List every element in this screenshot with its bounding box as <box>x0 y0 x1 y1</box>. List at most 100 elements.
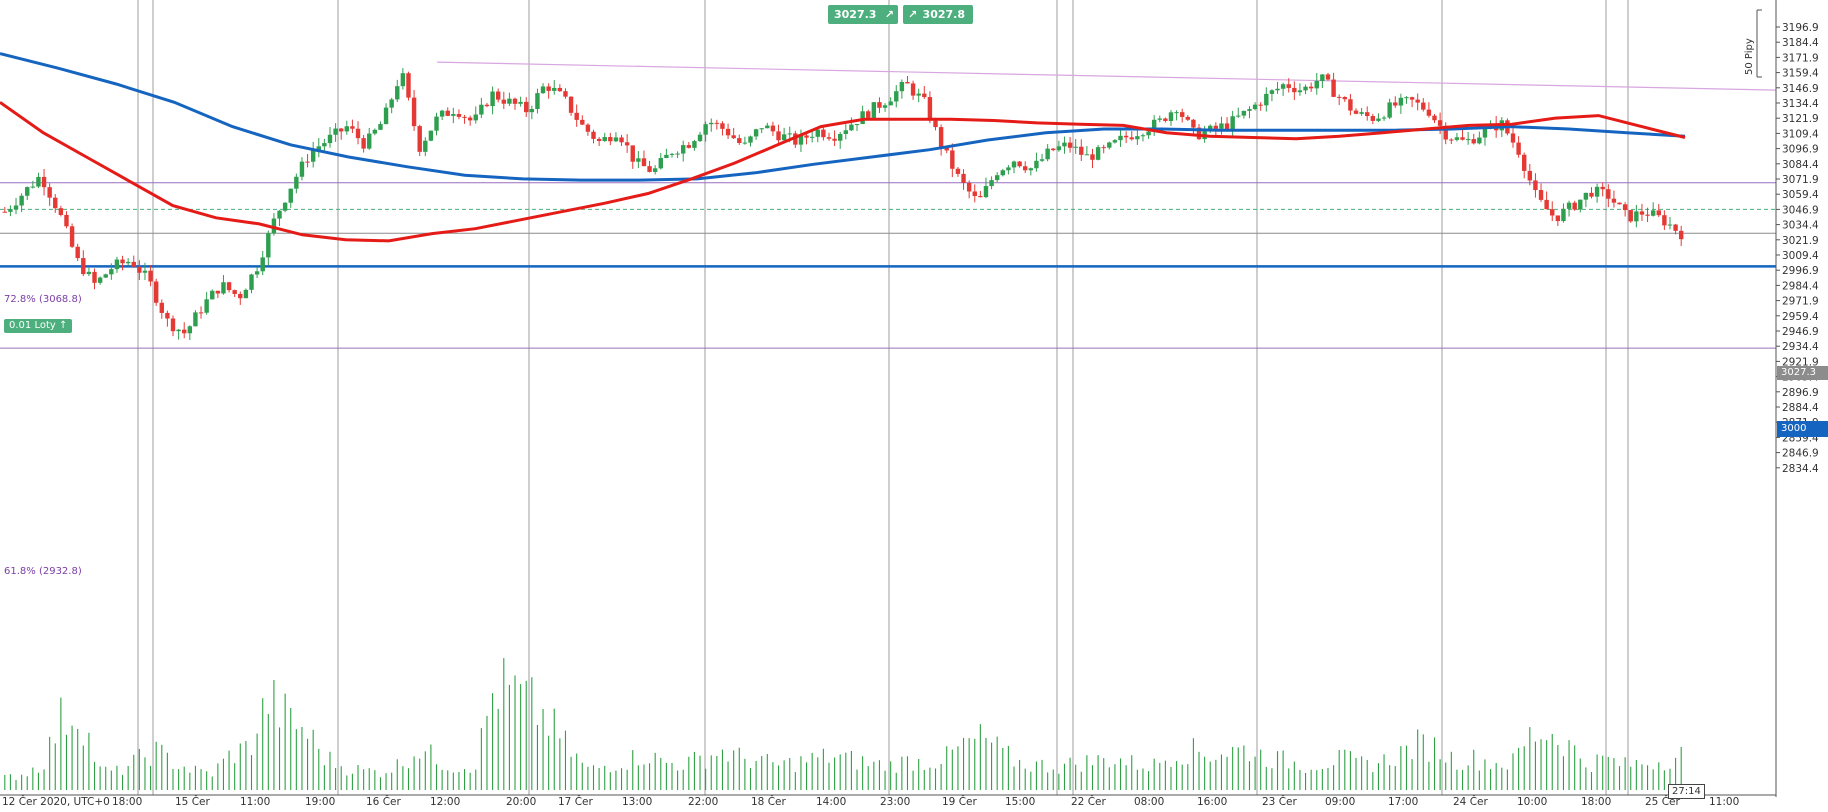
candle <box>1028 167 1034 176</box>
candle-body <box>1079 146 1084 155</box>
candle <box>41 168 47 196</box>
candle <box>215 290 221 299</box>
candle <box>709 118 714 132</box>
candle <box>697 131 703 142</box>
candle <box>1527 163 1533 186</box>
candle <box>793 130 798 148</box>
sell-price-button[interactable]: 3027.3 ↗ <box>828 5 898 24</box>
candle-body <box>1174 112 1179 114</box>
candle-body <box>1006 167 1011 171</box>
candle <box>1454 132 1460 142</box>
candle <box>361 134 366 153</box>
candle-body <box>652 168 658 172</box>
open-position-chip[interactable]: 0.01 Loty ↑ <box>4 319 73 333</box>
candle-body <box>1230 116 1235 130</box>
candle-body <box>1241 110 1247 116</box>
candle-body <box>187 326 193 334</box>
candle-body <box>350 126 355 129</box>
time-tick-label: 18 Čer <box>751 795 786 808</box>
candle <box>972 184 977 203</box>
time-tick-label: 16 Čer <box>366 795 401 808</box>
candle-body <box>602 137 607 142</box>
candle <box>1348 93 1353 116</box>
price-axis: 3196.9 3184.4 3171.9 3159.4 3146.9 3134.4 3121… <box>1756 0 1819 797</box>
candle <box>580 115 585 126</box>
candle-body <box>271 218 277 234</box>
candle <box>552 80 557 95</box>
candle-body <box>1454 137 1460 140</box>
candle-body <box>1101 147 1106 149</box>
candle-body <box>619 137 624 143</box>
candle <box>955 166 961 177</box>
candle <box>372 128 378 136</box>
candle <box>1264 87 1269 112</box>
candle <box>630 145 635 169</box>
horizontal-level-tag[interactable]: 3000 <box>1777 421 1828 437</box>
candle-body <box>894 91 899 102</box>
candle-body <box>922 93 927 98</box>
price-tick-label: 3059.4 <box>1782 189 1819 201</box>
candle <box>1236 107 1241 118</box>
candle-body <box>254 271 260 275</box>
candle-body <box>1039 159 1045 161</box>
candle <box>922 86 927 99</box>
candle <box>546 83 551 99</box>
candle <box>899 79 905 99</box>
candle-body <box>36 176 41 187</box>
candle-body <box>910 83 916 96</box>
candle <box>198 306 204 319</box>
candle-body <box>714 122 720 124</box>
candle <box>1516 136 1521 158</box>
candle <box>1645 207 1650 223</box>
candle-body <box>798 135 804 145</box>
candle-body <box>1168 112 1174 121</box>
candle-body <box>1051 148 1056 151</box>
candle <box>64 211 69 229</box>
candle-body <box>647 166 652 172</box>
candle-body <box>1606 189 1611 199</box>
candle-body <box>81 258 86 275</box>
candle-body <box>675 153 680 155</box>
candle-body <box>748 136 753 143</box>
candle-body <box>1028 168 1034 171</box>
volume-histogram <box>4 658 1682 790</box>
time-tick-label: 17 Čer <box>558 795 593 808</box>
candle <box>1409 96 1415 108</box>
candle <box>1398 93 1404 114</box>
candle <box>1331 72 1336 98</box>
candle <box>395 79 400 103</box>
candle-body <box>1600 186 1605 190</box>
time-tick-label: 22:00 <box>688 796 718 808</box>
candle <box>350 119 355 134</box>
candle-body <box>1224 123 1230 130</box>
candle-body <box>938 127 944 148</box>
candle <box>1578 199 1583 213</box>
candle <box>989 176 994 190</box>
candle <box>1550 201 1555 222</box>
candle <box>1656 204 1661 218</box>
candle-body <box>1090 154 1095 160</box>
candle <box>1443 122 1448 145</box>
candle <box>781 127 787 141</box>
candle <box>86 267 92 277</box>
price-tick-label: 3046.9 <box>1782 204 1819 216</box>
candle <box>339 127 344 140</box>
fib-level-label-72: 72.8% (3068.8) <box>4 294 82 305</box>
candle <box>753 128 759 140</box>
candle-body <box>355 128 361 139</box>
candle <box>120 255 125 271</box>
candle-body <box>557 87 563 92</box>
candle <box>501 91 506 109</box>
candle-body <box>1482 128 1488 138</box>
candle-body <box>1589 192 1594 197</box>
candle-body <box>1269 90 1275 94</box>
candle-body <box>972 191 977 196</box>
candle <box>462 114 467 124</box>
candle <box>714 119 720 130</box>
candle-body <box>821 129 826 138</box>
candle-body <box>434 116 439 131</box>
buy-price-button[interactable]: ↗ 3027.8 <box>903 5 973 24</box>
candle <box>1622 202 1628 217</box>
